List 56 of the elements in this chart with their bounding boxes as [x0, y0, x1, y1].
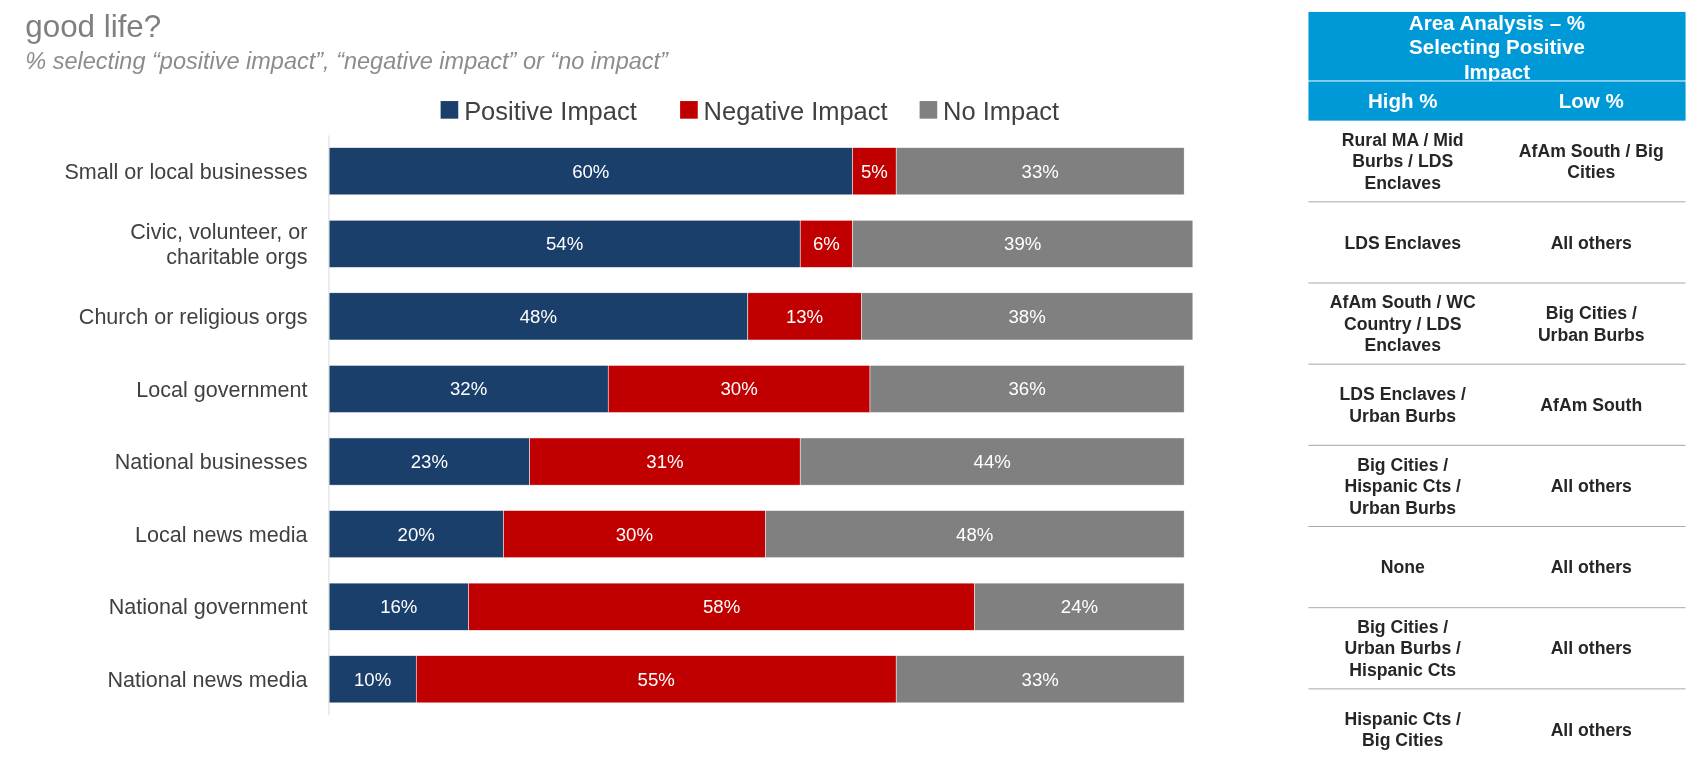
data-label: 30%: [615, 523, 654, 545]
text: LDS Enclaves / Urban Burbs: [1339, 384, 1467, 426]
text: All others: [1550, 476, 1633, 497]
data-label: 23%: [410, 451, 448, 473]
data-label: 32%: [449, 378, 488, 400]
text: AfAm South: [1540, 394, 1643, 415]
text: All others: [1550, 719, 1633, 740]
y-tick-label: National businesses: [114, 450, 308, 475]
text: Rural MA / Mid Burbs / LDS Enclaves: [1341, 129, 1464, 193]
data-label: 36%: [1008, 378, 1046, 400]
data-label: 16%: [380, 596, 418, 618]
data-label: 44%: [973, 451, 1011, 473]
data-label: 55%: [637, 668, 675, 690]
text: Big Cities / Urban Burbs: [1537, 302, 1645, 345]
data-label: 33%: [1021, 160, 1059, 182]
text: All others: [1550, 232, 1633, 253]
y-tick-label: Local news media: [135, 522, 308, 547]
data-label: 48%: [956, 523, 994, 545]
data-label: 48%: [519, 305, 558, 327]
y-tick-label: National government: [108, 595, 308, 620]
data-label: 31%: [646, 451, 684, 473]
y-tick-label: Local government: [136, 377, 308, 402]
legend-label: No Impact: [943, 96, 1060, 125]
text: All others: [1550, 557, 1633, 578]
data-label: 33%: [1021, 668, 1059, 690]
text: Big Cities / Hispanic Cts / Urban Burbs: [1344, 454, 1462, 518]
y-tick-label: National news media: [107, 667, 308, 692]
data-label: 20%: [397, 523, 435, 545]
chart-title: good life?: [25, 9, 162, 45]
data-label: 24%: [1060, 596, 1099, 618]
legend-label: Negative Impact: [703, 96, 888, 125]
text: Area Analysis – % Selecting Positive Impact: [1408, 10, 1586, 83]
text: High %: [1367, 89, 1438, 113]
y-tick-label: Church or religious orgs: [78, 304, 308, 329]
data-label: 38%: [1008, 305, 1046, 327]
data-label: 39%: [1004, 233, 1042, 255]
text: AfAm South / WC Country / LDS Enclaves: [1329, 292, 1476, 356]
data-label: 30%: [720, 378, 758, 400]
text: Low %: [1558, 89, 1624, 113]
y-tick-label: Civic, volunteer, or charitable orgs: [130, 219, 308, 270]
data-label: 10%: [353, 668, 392, 690]
text: All others: [1550, 638, 1633, 659]
text: Hispanic Cts / Big Cities: [1344, 708, 1462, 751]
text: AfAm South / Big Cities: [1518, 140, 1664, 183]
text: LDS Enclaves: [1344, 232, 1462, 253]
data-label: 6%: [812, 233, 840, 255]
text: None: [1380, 557, 1425, 578]
text: Big Cities / Urban Burbs / Hispanic Cts: [1344, 616, 1462, 680]
data-label: 5%: [860, 160, 888, 182]
y-tick-label: Small or local businesses: [64, 159, 308, 184]
chart-subtitle: % selecting “positive impact”, “negative impact” or “no impact”: [25, 47, 670, 74]
data-label: 13%: [785, 305, 824, 327]
data-label: 60%: [572, 160, 610, 182]
data-label: 54%: [545, 233, 584, 255]
data-label: 58%: [703, 596, 741, 618]
legend-label: Positive Impact: [464, 96, 637, 125]
